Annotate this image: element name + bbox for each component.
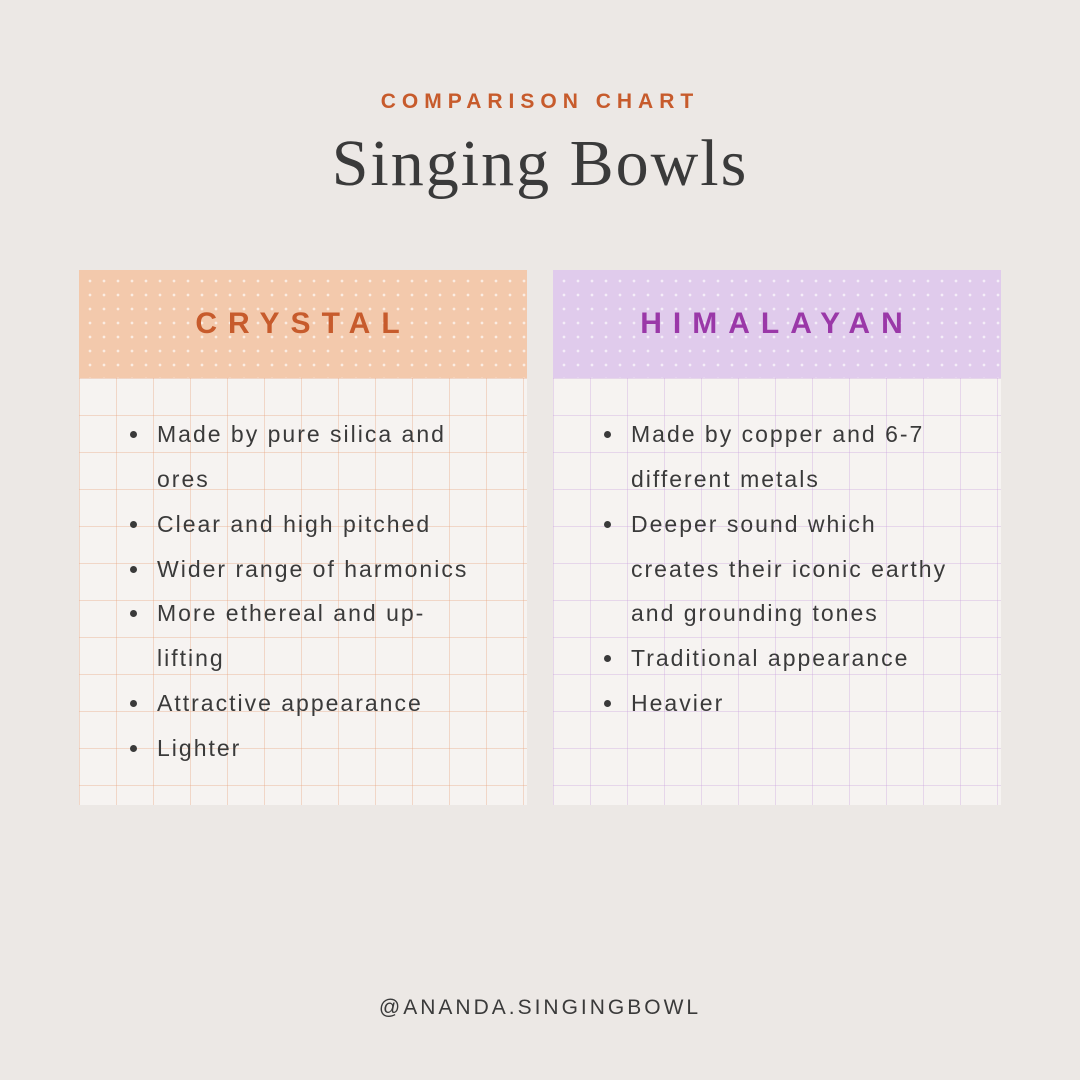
list-item: Deeper sound which creates their iconic … xyxy=(625,502,961,637)
list-item: Attractive appearance xyxy=(151,681,487,726)
list-item: Heavier xyxy=(625,681,961,726)
list-item: Made by copper and 6-7 different metals xyxy=(625,412,961,502)
list-item: Clear and high pitched xyxy=(151,502,487,547)
crystal-label: CRYSTAL xyxy=(195,307,410,341)
list-item: Lighter xyxy=(151,726,487,771)
comparison-columns: CRYSTAL Made by pure silica and ores Cle… xyxy=(0,270,1080,805)
header: COMPARISON CHART Singing Bowls xyxy=(0,0,1080,202)
page-title: Singing Bowls xyxy=(0,126,1080,202)
himalayan-card-header: HIMALAYAN xyxy=(553,270,1001,378)
himalayan-card: HIMALAYAN Made by copper and 6-7 differe… xyxy=(553,270,1001,805)
list-item: Traditional appearance xyxy=(625,636,961,681)
himalayan-list: Made by copper and 6-7 different metals … xyxy=(553,378,1001,760)
crystal-card-body: Made by pure silica and ores Clear and h… xyxy=(79,378,527,805)
list-item: More ethereal and up-lifting xyxy=(151,591,487,681)
crystal-list: Made by pure silica and ores Clear and h… xyxy=(79,378,527,805)
crystal-card-header: CRYSTAL xyxy=(79,270,527,378)
himalayan-card-body: Made by copper and 6-7 different metals … xyxy=(553,378,1001,805)
list-item: Wider range of harmonics xyxy=(151,547,487,592)
list-item: Made by pure silica and ores xyxy=(151,412,487,502)
footer-handle: @ANANDA.SINGINGBOWL xyxy=(0,996,1080,1020)
crystal-card: CRYSTAL Made by pure silica and ores Cle… xyxy=(79,270,527,805)
subtitle: COMPARISON CHART xyxy=(0,90,1080,114)
himalayan-label: HIMALAYAN xyxy=(640,307,913,341)
